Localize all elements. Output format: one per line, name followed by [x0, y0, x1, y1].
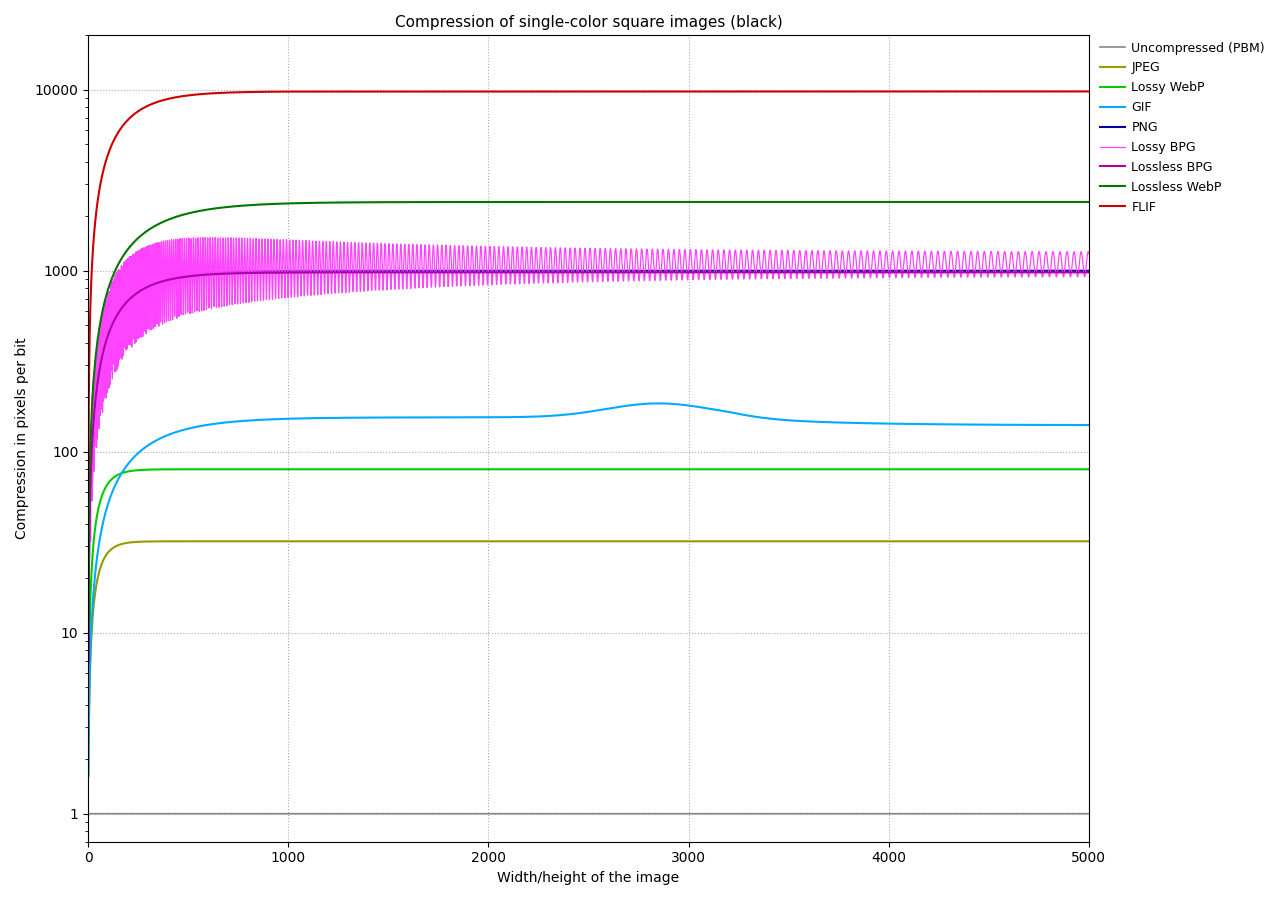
FLIF [827, 86, 842, 97]
Lossy BPG [195, 232, 210, 243]
Line: Lossless WebP: Lossless WebP [88, 202, 1089, 628]
Line: FLIF: FLIF [88, 92, 1089, 494]
FLIF [1082, 86, 1097, 97]
Lossless WebP [1082, 196, 1097, 207]
Lossless BPG [1082, 267, 1097, 278]
FLIF [731, 86, 746, 97]
Uncompressed (PBM) [681, 808, 696, 819]
Lossless WebP [681, 196, 696, 207]
GIF [463, 412, 479, 423]
Lossless BPG [731, 267, 746, 278]
PNG [81, 655, 96, 666]
Line: Lossy WebP: Lossy WebP [88, 469, 1089, 744]
Lossy WebP [904, 464, 919, 474]
Uncompressed (PBM) [827, 808, 842, 819]
GIF [904, 418, 919, 429]
PNG [262, 266, 278, 276]
Line: Lossy BPG: Lossy BPG [88, 238, 1089, 672]
Y-axis label: Compression in pixels per bit: Compression in pixels per bit [15, 338, 29, 539]
JPEG [904, 536, 919, 546]
Lossless WebP [463, 196, 479, 207]
JPEG [681, 536, 696, 546]
PNG [1082, 266, 1097, 276]
Title: Compression of single-color square images (black): Compression of single-color square image… [394, 15, 782, 30]
GIF [262, 414, 278, 425]
Lossy WebP [1082, 464, 1097, 474]
Lossless WebP [81, 623, 96, 634]
Uncompressed (PBM) [1082, 808, 1097, 819]
Lossless WebP [827, 196, 842, 207]
GIF [681, 400, 696, 411]
FLIF [262, 86, 278, 97]
JPEG [463, 536, 479, 546]
Uncompressed (PBM) [463, 808, 479, 819]
Lossy BPG [81, 667, 96, 678]
PNG [904, 266, 919, 276]
GIF [732, 409, 748, 419]
Lossy WebP [463, 464, 479, 474]
Uncompressed (PBM) [262, 808, 278, 819]
JPEG [1082, 536, 1097, 546]
PNG [827, 266, 842, 276]
GIF [81, 770, 96, 781]
Uncompressed (PBM) [81, 808, 96, 819]
Lossless BPG [463, 267, 479, 278]
Lossless BPG [827, 267, 842, 278]
JPEG [456, 536, 471, 546]
Line: PNG: PNG [88, 271, 1089, 661]
JPEG [732, 536, 748, 546]
JPEG [262, 536, 278, 546]
FLIF [904, 86, 919, 97]
FLIF [681, 86, 696, 97]
Lossy WebP [262, 464, 278, 474]
JPEG [827, 536, 842, 546]
Lossless BPG [904, 267, 919, 278]
Line: JPEG: JPEG [88, 541, 1089, 776]
Lossless BPG [81, 657, 96, 668]
Lossy BPG [904, 248, 919, 259]
GIF [1082, 419, 1097, 430]
Lossless WebP [904, 196, 919, 207]
JPEG [81, 770, 96, 781]
Lossy BPG [732, 264, 748, 274]
Lossy WebP [497, 464, 512, 474]
Legend: Uncompressed (PBM), JPEG, Lossy WebP, GIF, PNG, Lossy BPG, Lossless BPG, Lossles: Uncompressed (PBM), JPEG, Lossy WebP, GI… [1101, 41, 1265, 213]
FLIF [463, 86, 479, 97]
FLIF [81, 489, 96, 500]
Lossy WebP [732, 464, 748, 474]
Lossy BPG [262, 254, 278, 265]
Lossy WebP [81, 739, 96, 750]
Lossless WebP [262, 199, 278, 210]
Lossless WebP [731, 196, 746, 207]
Uncompressed (PBM) [904, 808, 919, 819]
Lossy BPG [1082, 248, 1097, 259]
X-axis label: Width/height of the image: Width/height of the image [498, 871, 680, 885]
Lossy BPG [463, 260, 479, 271]
Line: Lossless BPG: Lossless BPG [88, 273, 1089, 662]
Lossless BPG [681, 267, 696, 278]
Lossy BPG [827, 252, 842, 263]
Line: GIF: GIF [88, 403, 1089, 776]
Uncompressed (PBM) [731, 808, 746, 819]
GIF [652, 398, 667, 409]
Lossless BPG [262, 267, 278, 278]
PNG [731, 266, 746, 276]
GIF [827, 417, 842, 428]
Lossy WebP [827, 464, 842, 474]
Lossy BPG [681, 265, 696, 275]
PNG [681, 266, 696, 276]
Lossy WebP [681, 464, 696, 474]
PNG [463, 266, 479, 276]
